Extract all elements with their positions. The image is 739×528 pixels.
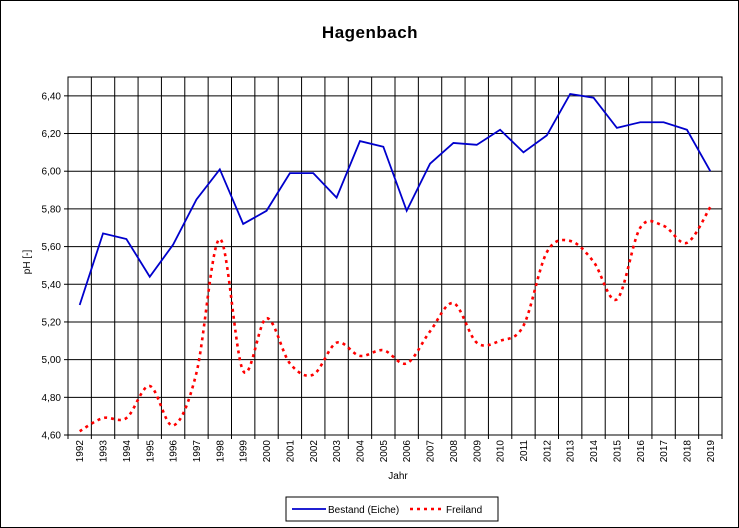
series-line-bestand	[78, 92, 712, 306]
x-tick-label: 2001	[285, 440, 296, 463]
x-tick-label: 2017	[659, 440, 670, 463]
x-tick-label: 2005	[379, 440, 390, 463]
chart-title: Hagenbach	[322, 23, 418, 42]
x-tick-label: 2000	[262, 440, 273, 463]
legend-label-freiland: Freiland	[446, 505, 482, 516]
x-tick-label: 1994	[122, 440, 133, 463]
x-axis-label: Jahr	[388, 471, 408, 482]
x-tick-label: 2013	[566, 440, 577, 463]
x-tick-label: 2016	[636, 440, 647, 463]
x-tick-label: 1996	[169, 440, 180, 463]
series-line-freiland	[79, 206, 712, 433]
x-tick-label: 2015	[612, 440, 623, 463]
x-tick-label: 1997	[192, 440, 203, 463]
x-tick-label: 2011	[519, 440, 530, 462]
x-tick-label: 2019	[706, 440, 717, 463]
y-tick-label: 4,60	[42, 431, 62, 442]
x-tick-label: 2003	[332, 440, 343, 463]
x-tick-label: 2018	[682, 440, 693, 463]
y-axis-label: pH [-]	[22, 250, 33, 275]
x-tick-label: 1999	[239, 440, 250, 463]
x-tick-label: 2012	[542, 440, 553, 463]
y-tick-label: 6,40	[42, 91, 62, 102]
x-tick-label: 2010	[496, 440, 507, 463]
legend: Bestand (Eiche) Freiland	[285, 496, 499, 522]
x-tick-label: 2014	[589, 440, 600, 463]
y-tick-label: 4,80	[42, 393, 62, 404]
plot-border	[67, 76, 723, 436]
x-tick-label: 1998	[215, 440, 226, 463]
y-tick-label: 5,40	[42, 280, 62, 291]
x-tick-label: 2006	[402, 440, 413, 463]
y-tick-label: 6,00	[42, 167, 62, 178]
y-tick-label: 6,20	[42, 129, 62, 140]
x-tick-label: 1995	[145, 440, 156, 463]
x-tick-label: 2008	[449, 440, 460, 463]
plot-area: 4,60 4,80 5,00 5,20 5,40 5,60 5,80 6,00 6,20 6,40…	[42, 76, 723, 463]
x-tick-label: 1993	[99, 440, 110, 463]
x-tick-label: 2002	[309, 440, 320, 463]
x-tick-label: 2004	[355, 440, 366, 463]
y-tick-label: 5,20	[42, 317, 62, 328]
legend-label-bestand: Bestand (Eiche)	[328, 505, 399, 516]
y-tick-label: 5,00	[42, 355, 62, 366]
y-tick-label: 5,60	[42, 242, 62, 253]
y-tick-label: 5,80	[42, 204, 62, 215]
x-tick-label: 2009	[472, 440, 483, 463]
x-tick-label: 2007	[426, 440, 437, 463]
x-tick-label: 1992	[75, 440, 86, 463]
